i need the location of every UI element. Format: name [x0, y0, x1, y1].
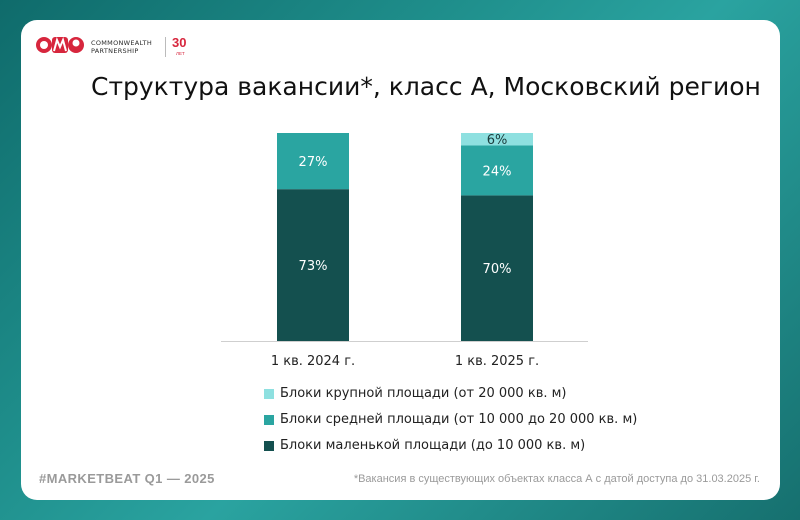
brand-line1: COMMONWEALTH [91, 39, 153, 47]
bar-segment [277, 133, 349, 190]
footnote: *Вакансия в существующих объектах класса… [353, 473, 760, 485]
cwp-logo-icon [36, 36, 84, 53]
bar-segment [461, 195, 533, 341]
chart-title: Структура вакансии*, класс А, Московский… [91, 72, 761, 101]
data-label: 27% [299, 155, 328, 170]
anniversary-unit: ЛЕТ [176, 51, 185, 56]
card: COMMONWEALTH PARTNERSHIP 30 ЛЕТ Структур… [21, 20, 780, 500]
brand-line2: PARTNERSHIP [91, 47, 139, 55]
legend-swatch [264, 389, 274, 399]
anniversary-number: 30 [172, 35, 187, 50]
legend-label: Блоки крупной площади (от 20 000 кв. м) [280, 386, 567, 401]
data-label: 73% [299, 259, 328, 274]
logo-divider [165, 37, 166, 57]
legend-label: Блоки средней площади (от 10 000 до 20 0… [280, 412, 638, 427]
stacked-bar-chart: 73% 27% 1 кв. 2024 г. 70% 24% 6% 1 кв. 2025 г. [221, 133, 588, 369]
x-tick-label: 1 кв. 2025 г. [455, 354, 539, 369]
bar-segment [461, 145, 533, 196]
legend-swatch [264, 441, 274, 451]
data-label: 70% [483, 262, 512, 277]
data-label: 6% [487, 133, 508, 148]
bar-segment [277, 189, 349, 341]
bar-segment [461, 133, 533, 146]
x-tick-label: 1 кв. 2024 г. [271, 354, 355, 369]
legend-label: Блоки маленькой площади (до 10 000 кв. м… [280, 438, 586, 453]
marketbeat-tag: #MARKETBEAT Q1 — 2025 [39, 471, 215, 486]
legend-swatch [264, 415, 274, 425]
data-label: 24% [483, 164, 512, 179]
